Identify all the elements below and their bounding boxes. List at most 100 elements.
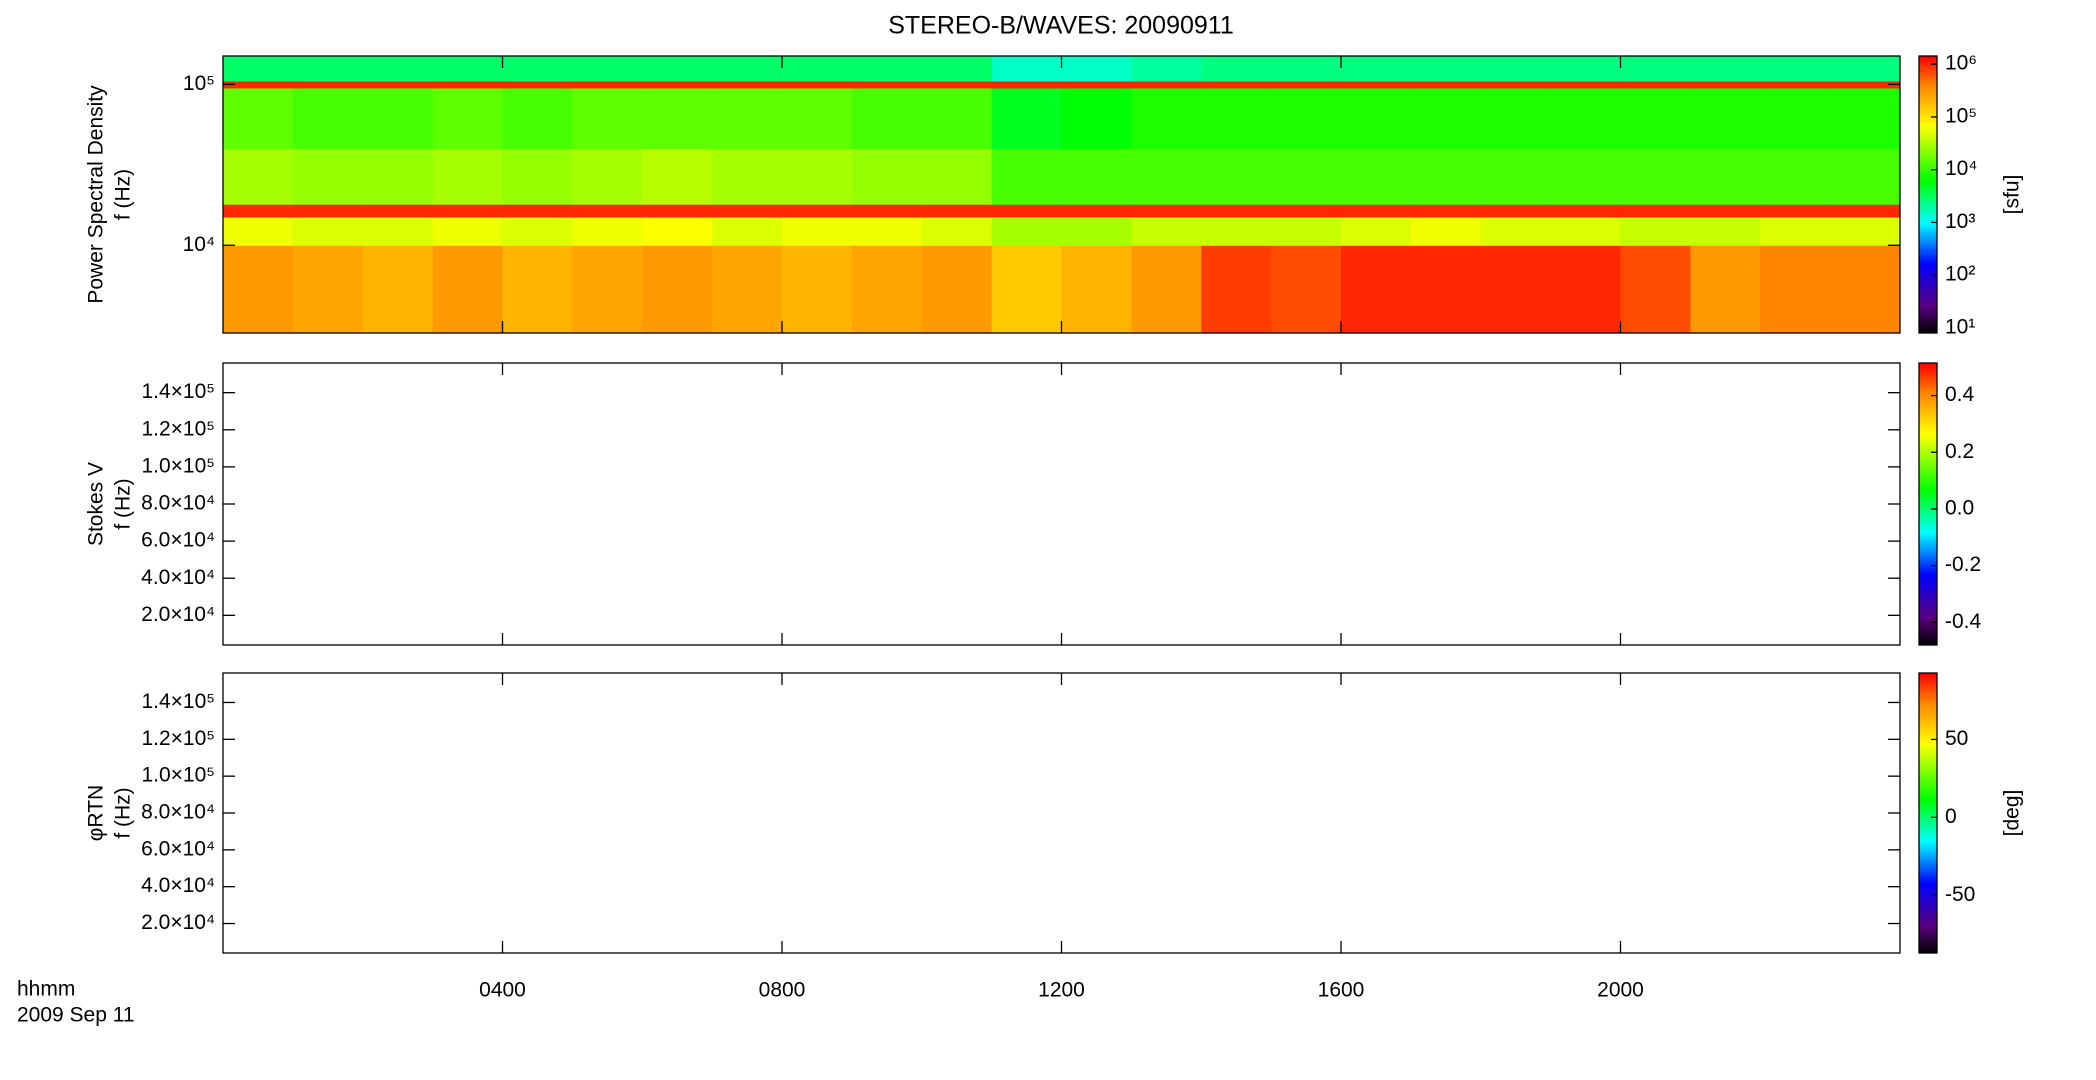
y-tick-label: 1.4×10⁵ [141, 690, 215, 713]
colorbar-strip [1919, 694, 1937, 697]
colorbar-strip [1919, 750, 1937, 753]
colorbar-strip [1919, 266, 1937, 269]
colorbar-strip [1919, 848, 1937, 851]
colorbar-strip [1919, 722, 1937, 725]
colorbar-strip [1919, 217, 1937, 221]
colorbar-strip [1919, 813, 1937, 816]
colorbar-strip [1919, 127, 1937, 131]
spectrogram-cell [1550, 148, 1621, 205]
spectrogram-cell [851, 204, 923, 218]
colorbar-strip [1919, 950, 1937, 954]
spectrogram-cell [223, 204, 294, 218]
x-tick-label: 1200 [1038, 979, 1085, 1002]
colorbar-tick-label: 0.0 [1945, 497, 1974, 520]
colorbar-strip [1919, 626, 1937, 630]
spectrogram-cell [1830, 216, 1901, 246]
spectrogram-cell [432, 245, 503, 334]
colorbar-strip [1919, 824, 1937, 828]
colorbar-strip [1919, 83, 1937, 87]
colorbar-frame [1918, 672, 1938, 954]
spectrogram-cell [1131, 204, 1202, 218]
spectrogram-cell [782, 87, 853, 149]
spectrogram-cell [1620, 56, 1691, 82]
spectrogram-cell [1550, 87, 1621, 149]
colorbar-strip [1919, 941, 1937, 945]
spectrogram-cell [1690, 56, 1761, 82]
colorbar-strip [1919, 834, 1937, 837]
spectrogram-cell [1620, 245, 1691, 334]
colorbar-strip [1919, 475, 1937, 479]
spectrogram-cell [1341, 204, 1412, 218]
colorbar-strip [1919, 459, 1937, 463]
colorbar-strip [1919, 249, 1937, 253]
spectrogram-cell [642, 148, 713, 205]
spectrogram-cell [223, 148, 294, 205]
colorbar-strip [1919, 796, 1937, 800]
colorbar-strip [1919, 740, 1937, 744]
colorbar-strip [1919, 829, 1937, 833]
colorbar-strip [1919, 298, 1937, 302]
colorbar-strip [1919, 506, 1937, 510]
colorbar-strip [1919, 424, 1937, 427]
colorbar-strip [1919, 326, 1937, 329]
spectrogram-cell [782, 216, 853, 246]
colorbar-strip [1919, 759, 1937, 763]
spectrogram-cell [432, 148, 503, 205]
spectrogram-cell [1760, 148, 1831, 205]
spectrogram-cell [1131, 56, 1202, 82]
colorbar-strip [1919, 918, 1937, 921]
x-axis-label: hhmm [17, 978, 75, 1001]
spectrogram-cell [921, 216, 993, 246]
spectrogram-cell [991, 204, 1062, 218]
colorbar-strip [1919, 150, 1937, 154]
spectrogram-cell [1760, 87, 1831, 149]
colorbar-strip [1919, 539, 1937, 543]
spectrogram-cell [851, 245, 923, 334]
colorbar-tick-label: 10³ [1945, 210, 1975, 233]
colorbar-strip [1919, 731, 1937, 735]
colorbar-strip [1919, 86, 1937, 89]
spectrogram-cell [782, 56, 853, 82]
colorbar-strip [1919, 76, 1937, 80]
colorbar-strip [1919, 852, 1937, 856]
colorbar-strip [1919, 576, 1937, 580]
colorbar-strip [1919, 548, 1937, 552]
spectrogram-cell [362, 80, 434, 89]
colorbar-strip [1919, 843, 1937, 847]
colorbar-strip [1919, 640, 1937, 644]
colorbar-strip [1919, 229, 1937, 232]
colorbar-strip [1919, 897, 1937, 900]
colorbar-strip [1919, 527, 1937, 531]
spectrogram-cell [782, 148, 853, 205]
colorbar-strip [1919, 850, 1937, 854]
chart-title: STEREO-B/WAVES: 20090911 [888, 12, 1234, 40]
colorbar-strip [1919, 254, 1937, 258]
colorbar-strip [1919, 729, 1937, 732]
spectrogram-cell [712, 80, 783, 89]
colorbar-strip [1919, 543, 1937, 547]
spectrogram-cell [1550, 204, 1621, 218]
colorbar-strip [1919, 504, 1937, 507]
colorbar-strip [1919, 106, 1937, 110]
colorbar-strip [1919, 754, 1937, 758]
colorbar-strip [1919, 619, 1937, 622]
colorbar-strip [1919, 925, 1937, 928]
colorbar-strip [1919, 906, 1937, 910]
spectrogram-cell [1760, 56, 1831, 82]
colorbar-strip [1919, 171, 1937, 175]
colorbar-strip [1919, 920, 1937, 924]
colorbar-strip [1919, 180, 1937, 184]
colorbar-strip [1919, 199, 1937, 202]
spectrogram-cell [642, 87, 713, 149]
colorbar-strip [1919, 719, 1937, 723]
colorbar-strip [1919, 426, 1937, 430]
colorbar-strip [1919, 628, 1937, 632]
spectrogram-cell [1480, 80, 1552, 89]
colorbar-strip [1919, 88, 1937, 92]
colorbar-strip [1919, 454, 1937, 458]
colorbar-strip [1919, 452, 1937, 456]
plot-frame [222, 362, 1901, 646]
colorbar-strip [1919, 724, 1937, 728]
spectrogram-cell [1620, 80, 1691, 89]
colorbar-strip [1919, 440, 1937, 444]
